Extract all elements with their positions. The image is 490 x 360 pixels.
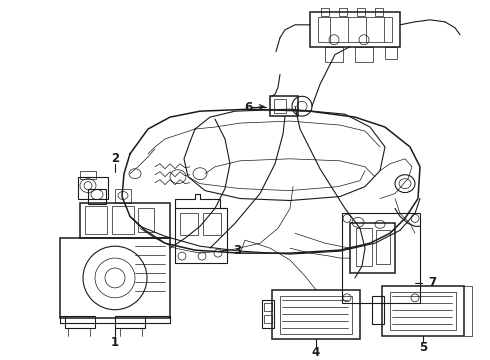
- Bar: [88, 189, 106, 204]
- Bar: [85, 207, 107, 234]
- Bar: [390, 292, 456, 329]
- Bar: [115, 189, 131, 203]
- Bar: [175, 208, 227, 263]
- Bar: [264, 303, 272, 311]
- Bar: [138, 208, 154, 232]
- Bar: [115, 316, 145, 328]
- Bar: [203, 213, 221, 235]
- Bar: [280, 296, 352, 333]
- Text: 6: 6: [244, 101, 252, 114]
- Text: 1: 1: [111, 336, 119, 349]
- Bar: [372, 296, 384, 324]
- Bar: [385, 47, 397, 59]
- Bar: [318, 17, 392, 42]
- Bar: [310, 12, 400, 47]
- Bar: [274, 99, 286, 113]
- Bar: [272, 290, 360, 339]
- Bar: [355, 47, 373, 62]
- Bar: [262, 300, 274, 328]
- Bar: [382, 286, 464, 336]
- Bar: [321, 8, 329, 16]
- Text: 2: 2: [111, 152, 119, 165]
- Text: 3: 3: [233, 244, 241, 257]
- Bar: [78, 177, 108, 198]
- Bar: [270, 96, 298, 116]
- Text: 5: 5: [419, 341, 427, 354]
- Bar: [80, 203, 170, 238]
- Bar: [342, 213, 420, 303]
- Bar: [60, 238, 170, 318]
- Bar: [339, 8, 347, 16]
- Bar: [356, 228, 372, 266]
- Bar: [80, 171, 96, 179]
- Bar: [350, 223, 395, 273]
- Bar: [325, 47, 343, 62]
- Bar: [375, 8, 383, 16]
- Text: 4: 4: [312, 346, 320, 359]
- Bar: [357, 8, 365, 16]
- Bar: [264, 315, 272, 323]
- Bar: [65, 316, 95, 328]
- Bar: [180, 213, 198, 235]
- Bar: [112, 207, 134, 234]
- Bar: [376, 230, 390, 264]
- Text: 7: 7: [428, 276, 436, 289]
